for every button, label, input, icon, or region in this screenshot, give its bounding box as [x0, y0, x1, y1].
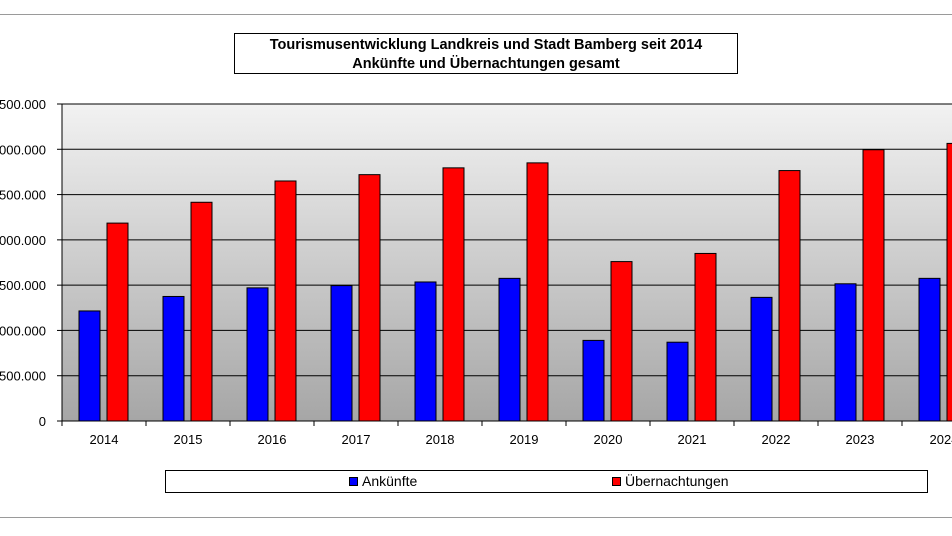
bar-ankuenfte-2017 [330, 285, 353, 422]
bar-uebernachtungen-2016 [274, 180, 297, 422]
x-tick-label: 2016 [258, 432, 287, 447]
x-tick-label: 2023 [846, 432, 875, 447]
x-tick-label: 2015 [174, 432, 203, 447]
chart-title: Tourismusentwicklung Landkreis und Stadt… [234, 33, 738, 74]
legend: Ankünfte Übernachtungen [165, 470, 928, 493]
bar-ankuenfte-2014 [78, 310, 101, 422]
bottom-frame-line [0, 517, 952, 518]
y-tick-label: 500.000 [0, 369, 46, 384]
bar-uebernachtungen-2018 [442, 167, 465, 422]
bar-ankuenfte-2015 [162, 295, 185, 422]
y-tick-label: 1.500.000 [0, 278, 46, 293]
x-tick-label: 2018 [426, 432, 455, 447]
bar-ankuenfte-2018 [414, 281, 437, 422]
bar-uebernachtungen-2022 [778, 170, 801, 422]
legend-label-uebernachtungen: Übernachtungen [625, 473, 729, 489]
bar-uebernachtungen-2021 [694, 252, 717, 422]
bar-uebernachtungen-2020 [610, 261, 633, 422]
bar-uebernachtungen-2015 [190, 201, 213, 422]
bar-ankuenfte-2019 [498, 277, 521, 422]
x-tick-label: 2017 [342, 432, 371, 447]
bar-uebernachtungen-2014 [106, 222, 129, 422]
legend-item-ankuenfte: Ankünfte [349, 471, 417, 492]
bar-ankuenfte-2020 [582, 339, 605, 422]
x-tick-label: 2024 [930, 432, 952, 447]
legend-swatch-uebernachtungen [612, 477, 621, 486]
y-tick-label: 1.000.000 [0, 323, 46, 338]
legend-item-uebernachtungen: Übernachtungen [612, 471, 729, 492]
x-tick-label: 2021 [678, 432, 707, 447]
legend-swatch-ankuenfte [349, 477, 358, 486]
y-tick-label: 3.000.000 [0, 142, 46, 157]
bar-uebernachtungen-2023 [862, 149, 885, 422]
x-tick-label: 2020 [594, 432, 623, 447]
bar-ankuenfte-2021 [666, 341, 689, 422]
top-frame-line [0, 14, 952, 15]
bar-uebernachtungen-2024 [946, 142, 952, 422]
bar-ankuenfte-2016 [246, 287, 269, 422]
legend-label-ankuenfte: Ankünfte [362, 473, 418, 489]
bar-uebernachtungen-2017 [358, 174, 381, 422]
chart-title-line-1: Tourismusentwicklung Landkreis und Stadt… [269, 37, 703, 53]
y-tick-label: 3.500.000 [0, 97, 46, 112]
bar-ankuenfte-2022 [750, 296, 773, 422]
bar-uebernachtungen-2019 [526, 162, 549, 422]
x-tick-label: 2019 [510, 432, 539, 447]
y-tick-label: 2.500.000 [0, 188, 46, 203]
chart-title-line-2: Ankünfte und Übernachtungen gesamt [352, 56, 620, 72]
x-tick-label: 2014 [90, 432, 119, 447]
x-tick-label: 2022 [762, 432, 791, 447]
bar-ankuenfte-2024 [918, 277, 941, 422]
y-tick-label: 0 [39, 414, 46, 429]
bar-ankuenfte-2023 [834, 283, 857, 422]
y-tick-label: 2.000.000 [0, 233, 46, 248]
